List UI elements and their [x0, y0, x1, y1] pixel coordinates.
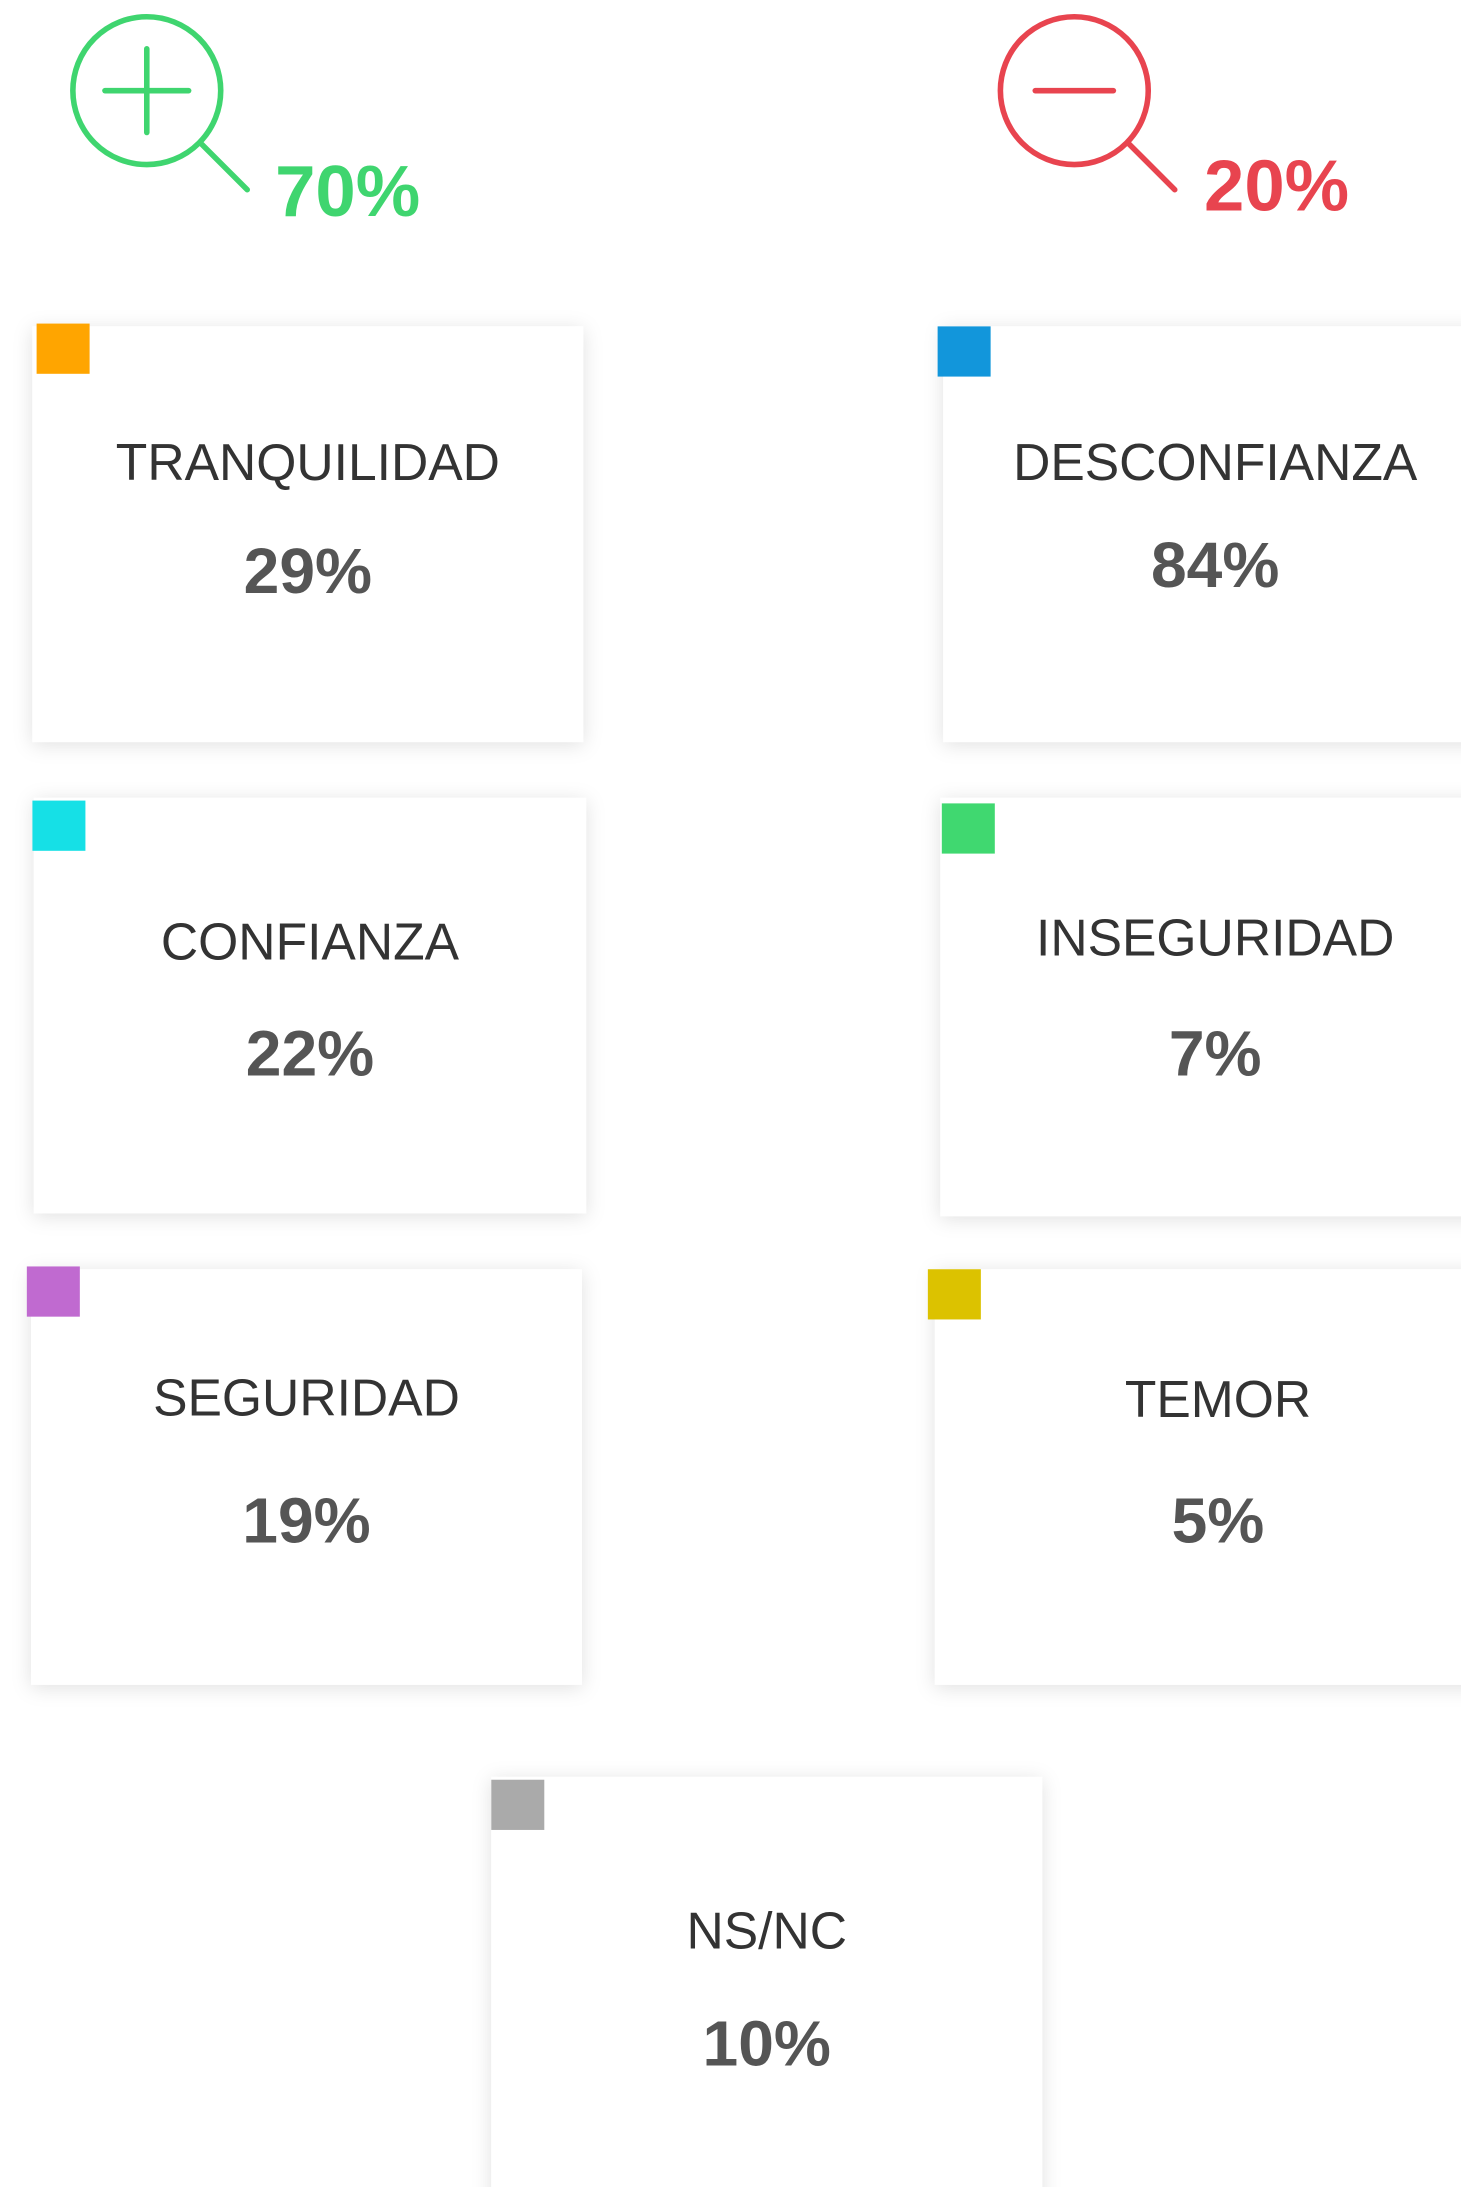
card — [943, 326, 1461, 743]
color-square — [491, 1779, 545, 1830]
color-square — [26, 1266, 80, 1317]
zoom-out-icon — [997, 13, 1178, 193]
color-square — [937, 326, 991, 377]
card-label: SEGURIDAD — [153, 1369, 460, 1427]
color-square — [941, 803, 995, 854]
card-value: 10% — [703, 2008, 831, 2080]
card-value: 22% — [246, 1017, 374, 1089]
card — [940, 797, 1461, 1217]
color-square — [32, 800, 86, 851]
card-label: CONFIANZA — [161, 913, 460, 971]
card-value: 84% — [1151, 529, 1279, 601]
card-label: NS/NC — [686, 1901, 847, 1959]
color-square — [36, 323, 90, 374]
card-value: 5% — [1172, 1485, 1265, 1557]
card — [33, 797, 587, 1214]
card-value: 19% — [242, 1485, 370, 1557]
card-label: INSEGURIDAD — [1036, 908, 1394, 966]
card-label: DESCONFIANZA — [1013, 433, 1418, 491]
card-label: TEMOR — [1125, 1370, 1311, 1428]
card-label: TRANQUILIDAD — [116, 433, 500, 491]
color-square — [927, 1269, 981, 1320]
card — [32, 326, 584, 743]
card — [934, 1269, 1461, 1685]
card — [31, 1269, 582, 1685]
negative-total: 20% — [1204, 146, 1349, 227]
positive-total: 70% — [275, 151, 420, 232]
zoom-in-icon — [70, 13, 251, 193]
card-value: 7% — [1169, 1017, 1262, 1089]
card-value: 29% — [244, 535, 372, 607]
card — [491, 1776, 1043, 2187]
